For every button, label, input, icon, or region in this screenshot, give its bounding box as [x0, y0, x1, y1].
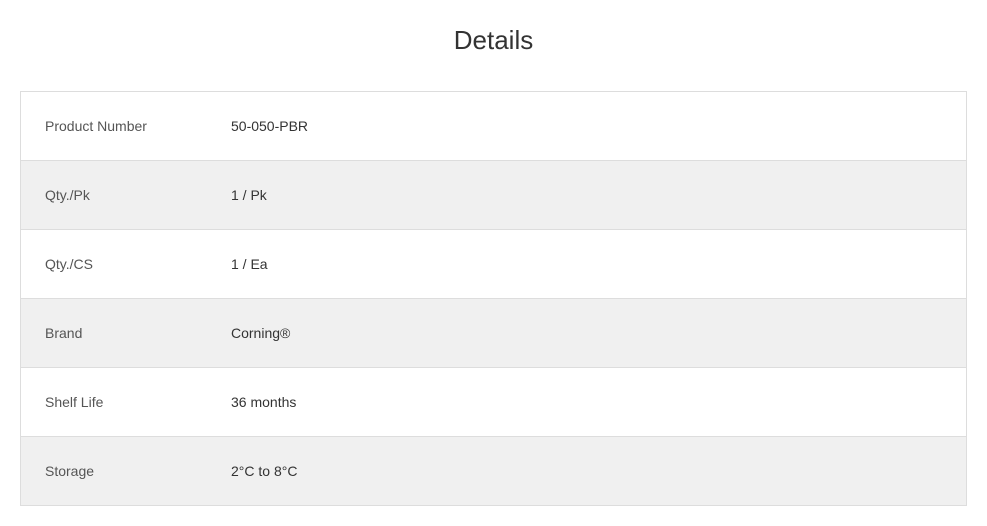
row-value: 1 / Ea [231, 230, 966, 298]
row-value: 1 / Pk [231, 161, 966, 229]
row-value: Corning® [231, 299, 966, 367]
table-row: Qty./Pk 1 / Pk [21, 161, 966, 230]
row-label: Product Number [21, 92, 231, 160]
row-label: Qty./Pk [21, 161, 231, 229]
row-label: Storage [21, 437, 231, 505]
details-table: Product Number 50-050-PBR Qty./Pk 1 / Pk… [20, 91, 967, 506]
row-value: 50-050-PBR [231, 92, 966, 160]
row-value: 36 months [231, 368, 966, 436]
table-row: Brand Corning® [21, 299, 966, 368]
table-row: Product Number 50-050-PBR [21, 92, 966, 161]
page-title: Details [20, 25, 967, 56]
table-row: Shelf Life 36 months [21, 368, 966, 437]
row-label: Qty./CS [21, 230, 231, 298]
table-row: Storage 2°C to 8°C [21, 437, 966, 505]
table-row: Qty./CS 1 / Ea [21, 230, 966, 299]
row-label: Shelf Life [21, 368, 231, 436]
row-value: 2°C to 8°C [231, 437, 966, 505]
row-label: Brand [21, 299, 231, 367]
